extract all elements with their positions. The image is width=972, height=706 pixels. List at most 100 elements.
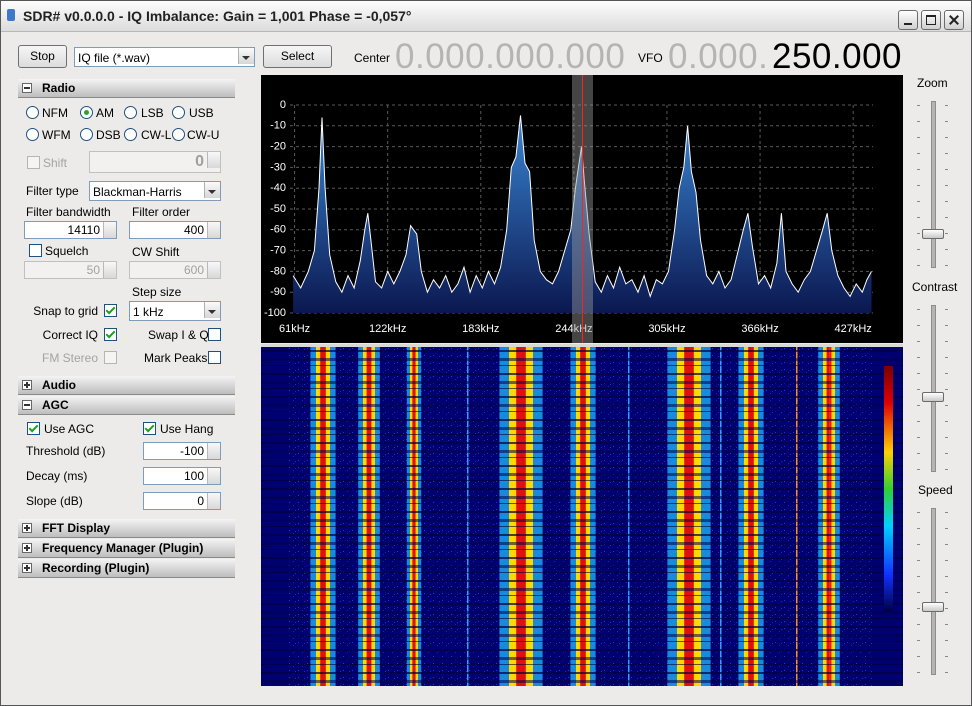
panel-header[interactable]: Radio <box>18 79 235 98</box>
x-tick-label: 366kHz <box>741 323 778 335</box>
checkbox[interactable] <box>27 156 40 169</box>
slider-tick <box>945 421 948 422</box>
y-tick-label: -100 <box>264 307 286 319</box>
slider-tick <box>917 121 920 122</box>
radio-button[interactable] <box>26 106 39 119</box>
slider-tick <box>917 309 920 310</box>
slider-tick <box>917 640 920 641</box>
slider-tick <box>917 405 920 406</box>
source-combo[interactable]: IQ file (*.wav) <box>74 47 255 67</box>
slider-tick <box>917 249 920 250</box>
dropdown-arrow <box>242 56 250 60</box>
checkbox[interactable] <box>104 328 117 341</box>
slider-tick <box>917 265 920 266</box>
slider-label: Speed <box>918 483 953 497</box>
slider-tick <box>945 389 948 390</box>
squelch-input[interactable]: 50 <box>24 261 117 279</box>
select-button[interactable]: Select <box>263 45 332 68</box>
header-text: Audio <box>42 378 76 392</box>
spectrum-analyzer[interactable]: 0 -10 -20 -30 -40 -50 -60 -70 -80 -90 -100 61kHz 122… <box>261 75 903 343</box>
slider-track <box>931 508 936 675</box>
zoom-slider[interactable] <box>922 229 944 239</box>
radio-button[interactable] <box>124 106 137 119</box>
slider-tick <box>917 233 920 234</box>
filter-order-input[interactable]: 400 <box>129 221 221 239</box>
header-text: Radio <box>42 81 76 95</box>
stop-button[interactable]: Stop <box>18 45 67 68</box>
slider-tick <box>945 640 948 641</box>
field-label: Filter order <box>132 205 191 219</box>
checkbox[interactable] <box>27 422 40 435</box>
slider-tick <box>945 249 948 250</box>
radio-button[interactable] <box>80 128 93 141</box>
decay-input[interactable]: 100 <box>143 467 221 485</box>
center-frequency[interactable]: 0.000.000.000 <box>395 37 626 76</box>
checkbox-label: Swap I & Q <box>148 328 209 342</box>
title-bar: SDR# v0.0.0.0 - IQ Imbalance: Gain = 1,0… <box>1 1 971 32</box>
slider-tick <box>945 265 948 266</box>
slider-tick <box>945 341 948 342</box>
filter-bandwidth-input[interactable]: 14110 <box>24 221 117 239</box>
speed-slider[interactable] <box>922 602 944 612</box>
slope-input[interactable]: 0 <box>143 492 221 510</box>
checkbox-label: Correct IQ <box>42 328 98 342</box>
slider-tick <box>945 672 948 673</box>
x-tick-label: 244kHz <box>555 323 592 335</box>
checkbox[interactable] <box>208 328 221 341</box>
field-label: Step size <box>132 285 182 299</box>
panel-header[interactable]: FFT Display <box>18 519 235 538</box>
radio-button[interactable] <box>26 128 39 141</box>
header-text: AGC <box>42 398 69 412</box>
slider-tick <box>917 105 920 106</box>
panel-header[interactable]: Frequency Manager (Plugin) <box>18 539 235 558</box>
expand-icon <box>22 543 32 553</box>
radio-button[interactable] <box>172 128 185 141</box>
vfo-prefix[interactable]: 0.000. <box>668 37 769 76</box>
splitter[interactable] <box>261 344 903 347</box>
step-size-combo[interactable]: 1 kHz <box>129 301 221 321</box>
checkbox[interactable] <box>208 351 221 364</box>
panel-header[interactable]: Audio <box>18 376 235 395</box>
expand-icon <box>22 380 32 390</box>
panel-header[interactable]: Recording (Plugin) <box>18 559 235 578</box>
radio-button[interactable] <box>124 128 137 141</box>
radio-button[interactable] <box>172 106 185 119</box>
checkbox[interactable] <box>104 351 117 364</box>
field-label: Decay (ms) <box>26 469 88 483</box>
checkbox[interactable] <box>29 244 42 257</box>
slider-tick <box>945 201 948 202</box>
radio-label: USB <box>189 106 214 120</box>
vfo-label: VFO <box>638 51 663 65</box>
y-tick-label: -20 <box>270 141 286 153</box>
minimize-button[interactable] <box>898 10 918 30</box>
y-tick-label: -50 <box>270 203 286 215</box>
slider-tick <box>945 233 948 234</box>
slider-tick <box>945 576 948 577</box>
slider-tick <box>917 576 920 577</box>
panel-header[interactable]: AGC <box>18 396 235 415</box>
slider-tick <box>945 453 948 454</box>
threshold-input[interactable]: -100 <box>143 442 221 460</box>
slider-tick <box>945 105 948 106</box>
vfo-frequency[interactable]: 250.000 <box>772 37 903 76</box>
y-tick-label: -90 <box>270 286 286 298</box>
shift-input[interactable]: 0 <box>89 151 221 173</box>
radio-button[interactable] <box>80 106 93 119</box>
checkbox-label: Shift <box>43 156 68 170</box>
slider-tick <box>945 624 948 625</box>
close-button[interactable] <box>944 10 964 30</box>
checkbox[interactable] <box>104 304 117 317</box>
slider-track <box>931 305 936 472</box>
cw-shift-input[interactable]: 600 <box>129 261 221 279</box>
filter-type-combo[interactable]: Blackman-Harris <box>89 181 221 201</box>
contrast-slider[interactable] <box>922 392 944 402</box>
checkbox[interactable] <box>143 422 156 435</box>
maximize-button[interactable] <box>921 10 941 30</box>
dropdown-arrow <box>208 190 216 194</box>
slider-tick <box>917 469 920 470</box>
center-label: Center <box>354 51 391 65</box>
slider-tick <box>945 137 948 138</box>
y-tick-label: -60 <box>270 224 286 236</box>
slider-label: Zoom <box>917 76 948 90</box>
slider-tick <box>917 217 920 218</box>
